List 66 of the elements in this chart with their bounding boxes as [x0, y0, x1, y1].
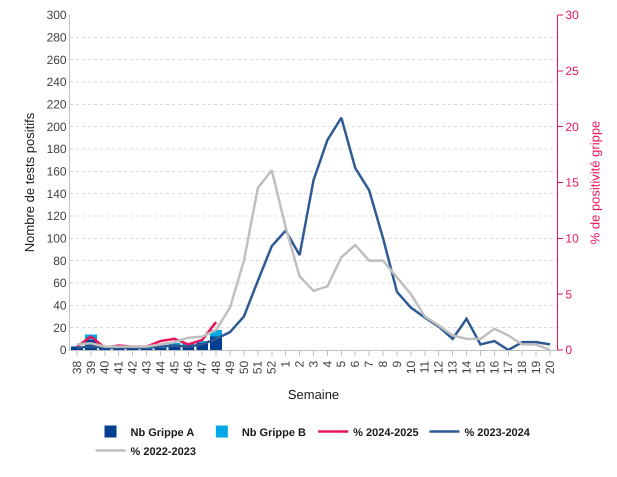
x-tick-label: 6: [348, 360, 362, 368]
x-tick-label: 43: [139, 360, 154, 374]
x-tick-label: 9: [390, 360, 404, 368]
y-tick-label: 280: [46, 30, 67, 45]
x-tick-label: 44: [153, 360, 168, 374]
y-tick-label: 120: [46, 209, 67, 224]
y-tick-label: 60: [53, 276, 67, 290]
y2-tick-label: 10: [565, 232, 580, 246]
x-tick-label: 46: [181, 360, 196, 374]
x-tick-label: 2: [292, 360, 306, 368]
x-tick-label: 52: [264, 360, 279, 374]
x-tick-label: 45: [167, 360, 182, 374]
x-tick-label: 3: [306, 360, 320, 368]
y-tick-label: 300: [46, 8, 67, 22]
x-tick-label: 50: [236, 360, 251, 374]
x-tick-label: 19: [529, 360, 544, 374]
x-axis-title: Semaine: [288, 387, 340, 402]
x-tick-label: 13: [446, 360, 460, 374]
y-tick-label: 260: [46, 52, 67, 67]
x-tick-label: 39: [84, 360, 98, 374]
x-tick-label: 48: [209, 360, 223, 374]
y-tick-label: 140: [46, 186, 67, 201]
y2-tick-label: 5: [565, 287, 572, 302]
y-tick-label: 20: [53, 320, 67, 335]
y2-tick-label: 30: [565, 8, 580, 22]
x-tick-label: 49: [222, 360, 237, 374]
legend-label: % 2024-2025: [353, 426, 419, 439]
y-tick-label: 200: [46, 120, 67, 134]
x-tick-label: 18: [515, 360, 530, 374]
x-tick-label: 12: [432, 360, 446, 374]
legend-label: Nb Grippe B: [242, 426, 306, 439]
y-tick-label: 80: [53, 254, 67, 268]
y-tick-label: 240: [46, 75, 67, 90]
x-tick-label: 4: [320, 360, 334, 368]
x-tick-label: 20: [542, 360, 557, 374]
x-tick-label: 10: [404, 360, 418, 374]
x-tick-label: 15: [473, 360, 488, 374]
x-tick-label: 47: [195, 360, 210, 374]
y2-tick-label: 0: [565, 343, 572, 358]
legend-label: % 2023-2024: [464, 426, 531, 439]
y-tick-label: 100: [46, 232, 67, 246]
x-tick-label: 40: [98, 360, 112, 374]
x-tick-label: 41: [112, 360, 126, 374]
y2-tick-label: 25: [565, 64, 580, 78]
y-tick-label: 40: [53, 298, 67, 313]
y-axis-title: Nombre de tests positifs: [22, 112, 37, 252]
x-tick-label: 42: [126, 360, 140, 374]
x-tick-label: 7: [362, 360, 376, 368]
x-tick-label: 16: [487, 360, 502, 374]
y2-tick-label: 15: [565, 176, 580, 190]
x-tick-label: 11: [418, 360, 432, 374]
y2-axis-title: % de positivité grippe: [588, 120, 602, 244]
x-tick-label: 5: [334, 360, 348, 368]
x-tick-label: 38: [70, 360, 84, 374]
legend-label: Nb Grippe A: [130, 426, 194, 439]
x-tick-label: 17: [501, 360, 516, 374]
y-tick-label: 220: [46, 98, 67, 112]
x-tick-label: 14: [459, 360, 474, 374]
y-tick-label: 160: [46, 164, 67, 179]
x-tick-label: 8: [376, 360, 390, 368]
x-tick-label: 1: [278, 360, 293, 368]
y2-tick-label: 20: [565, 120, 580, 134]
x-tick-label: 51: [250, 360, 265, 374]
legend-label: % 2022-2023: [130, 446, 196, 458]
y-tick-label: 180: [46, 142, 67, 156]
y-tick-label: 0: [60, 343, 67, 358]
